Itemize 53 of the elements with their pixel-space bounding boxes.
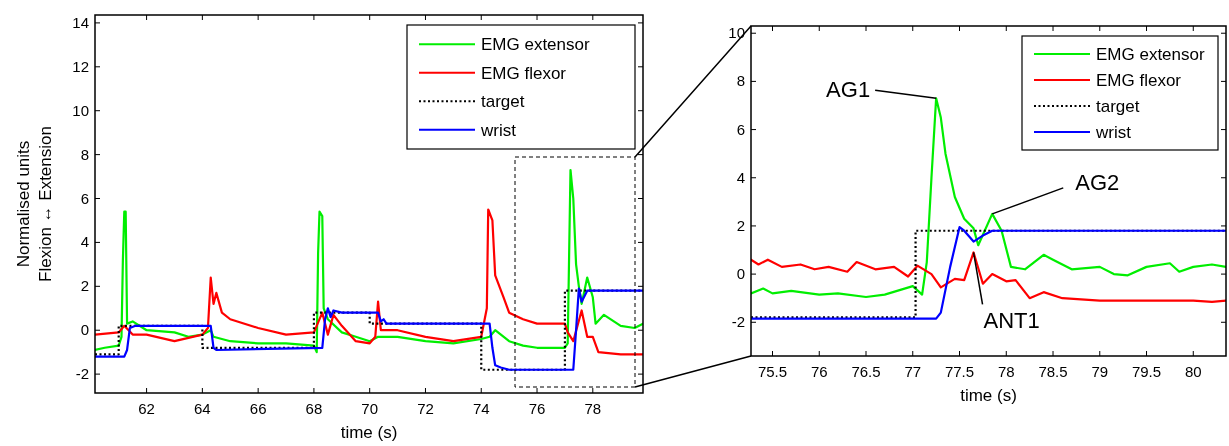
- x-tick-label: 79: [1091, 363, 1109, 380]
- line-series: [751, 251, 1226, 303]
- y-tick-label: 4: [80, 233, 89, 251]
- x-tick-label: 76: [528, 400, 546, 417]
- x-tick-label: 74: [472, 400, 490, 417]
- legend-label: target: [1096, 97, 1140, 116]
- legend-label: wrist: [1095, 123, 1132, 142]
- x-axis-title: time (s): [960, 386, 1017, 405]
- y-tick-label: -2: [731, 313, 745, 331]
- legend-label: target: [481, 92, 525, 112]
- y-tick-label: 2: [80, 277, 89, 295]
- y-tick-label: 0: [80, 321, 89, 339]
- x-tick-label: 78: [584, 400, 602, 417]
- x-tick-label: 75.5: [757, 363, 788, 380]
- line-series: [95, 208, 643, 356]
- x-tick-label: 76.5: [851, 363, 881, 380]
- x-axis-title: time (s): [340, 423, 398, 442]
- y-tick-label: -2: [75, 365, 89, 383]
- y-tick-label: 6: [736, 120, 745, 138]
- y-tick-label: 4: [736, 168, 745, 186]
- x-tick-label: 78: [997, 363, 1015, 380]
- legend-label: EMG flexor: [481, 63, 567, 83]
- annotation: ANT1: [983, 308, 1040, 334]
- y-tick-label: 0: [736, 265, 745, 283]
- x-tick-label: 72: [417, 400, 434, 417]
- x-tick-label: 62: [138, 400, 155, 417]
- y-tick-label: 6: [80, 189, 89, 207]
- x-tick-label: 79.5: [1131, 363, 1162, 380]
- y-tick-label: 8: [80, 145, 89, 163]
- y-axis-title: Normalised units Flexion ↔ Extension: [14, 126, 55, 282]
- annotation: AG1: [826, 77, 871, 103]
- y-tick-label: 14: [72, 13, 89, 31]
- y-tick-label: 10: [728, 24, 745, 42]
- y-tick-label: 10: [72, 101, 89, 119]
- legend-label: wrist: [480, 120, 517, 140]
- legend-label: EMG extensor: [481, 35, 590, 55]
- y-tick-label: 2: [736, 216, 745, 234]
- x-tick-label: 78.5: [1038, 363, 1068, 380]
- x-tick-label: 76: [810, 363, 828, 380]
- x-tick-label: 77: [904, 363, 922, 380]
- x-tick-label: 77.5: [944, 363, 975, 380]
- line-series: [95, 168, 643, 354]
- line-series: [751, 97, 1226, 299]
- x-tick-label: 80: [1184, 363, 1202, 380]
- legend-label: EMG flexor: [1096, 71, 1182, 90]
- y-tick-label: 8: [736, 72, 745, 90]
- annotation: AG2: [1075, 169, 1120, 195]
- x-tick-label: 70: [361, 400, 379, 417]
- x-tick-label: 66: [249, 400, 267, 417]
- legend-label: EMG extensor: [1096, 45, 1205, 64]
- x-tick-label: 68: [305, 400, 323, 417]
- y-tick-label: 12: [72, 57, 89, 75]
- x-tick-label: 64: [194, 400, 211, 417]
